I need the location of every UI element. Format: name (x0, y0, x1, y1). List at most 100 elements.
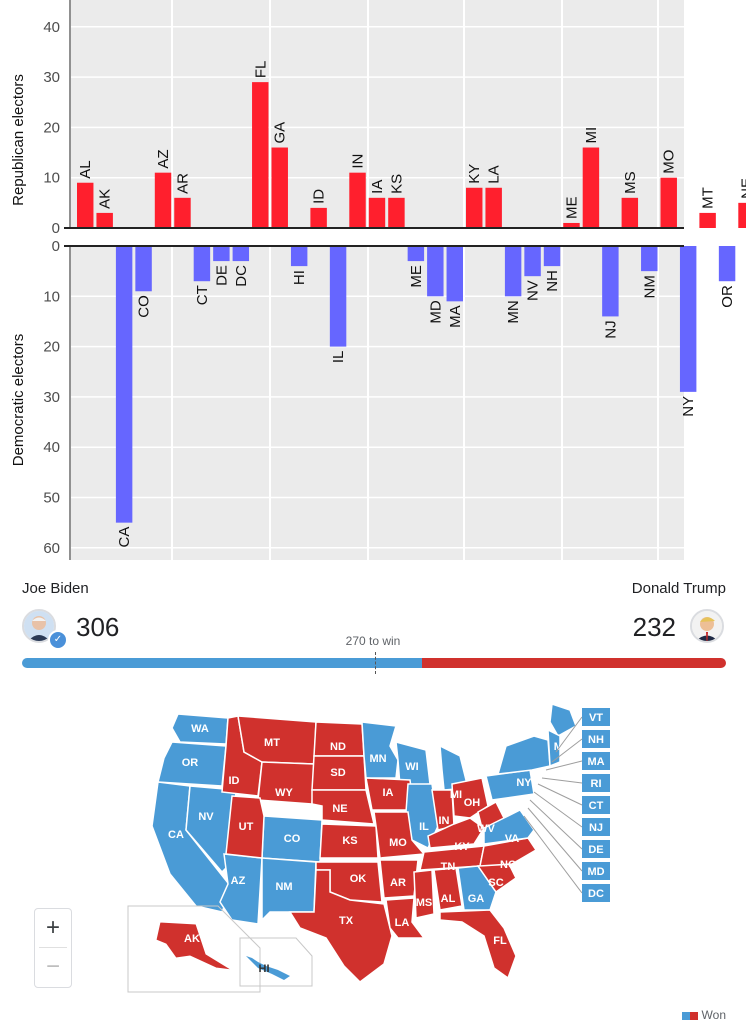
callout-line (533, 791, 583, 828)
dem-bar-label: DE (213, 265, 230, 286)
republican-bars: ALAKAZARFLGAIDINIAKSKYLAMEMIMSMOMTNENCND… (77, 61, 746, 228)
small-state-label: DC (588, 888, 604, 900)
dem-y-tick: 0 (52, 238, 60, 255)
dem-bar-ca (115, 246, 133, 523)
republican-panel: ALAKAZARFLGAIDINIAKSKYLAMEMIMSMOMTNENCND… (10, 0, 746, 237)
rep-bar-label: KS (388, 174, 405, 194)
dem-bar-il (329, 246, 347, 347)
winner-check-icon: ✓ (48, 630, 68, 650)
inset-frame-hi (239, 937, 313, 987)
dem-bar-label: HI (291, 270, 308, 285)
small-state-de[interactable] (582, 840, 610, 858)
dem-bar-mn (504, 246, 522, 297)
democratic-ylabel: Democratic electors (10, 334, 27, 467)
small-state-dc[interactable] (582, 884, 610, 902)
small-state-nj[interactable] (582, 818, 610, 836)
state-ga[interactable] (457, 865, 497, 911)
legend-red-swatch (689, 1011, 698, 1020)
state-label-ga: GA (468, 893, 485, 905)
rep-bar-label: NE (739, 178, 746, 199)
dem-bar-label: NH (544, 270, 561, 292)
dem-bar-label: CA (116, 527, 133, 548)
small-state-ct[interactable] (582, 796, 610, 814)
threshold-marker (375, 652, 377, 674)
rep-bar-ky (466, 187, 483, 228)
state-ut[interactable] (225, 795, 265, 859)
rep-bar-mi (582, 147, 600, 228)
state-label-mn: MN (369, 753, 386, 765)
state-label-az: AZ (231, 875, 246, 887)
dem-bar-label: IL (330, 351, 347, 364)
zoom-in-button[interactable]: + (45, 914, 60, 941)
small-state-vt[interactable] (582, 708, 610, 726)
state-label-ca: CA (168, 829, 184, 841)
small-state-md[interactable] (582, 862, 610, 880)
dem-bar-label: CO (136, 295, 153, 318)
republican-ylabel: Republican electors (10, 74, 27, 206)
democratic-y-ticks: 0 10 20 30 40 50 60 (43, 238, 60, 557)
zoom-out-button[interactable]: − (45, 953, 60, 980)
legend-label: Won (701, 1008, 726, 1022)
state-mn[interactable] (361, 721, 399, 779)
small-state-label: CT (589, 800, 604, 812)
state-ne[interactable] (311, 789, 375, 825)
state-label-ms: MS (416, 897, 433, 909)
map-legend: Won (681, 1008, 726, 1022)
state-label-wi: WI (405, 761, 418, 773)
dem-y-tick: 30 (43, 389, 60, 406)
us-electoral-map[interactable]: WA OR CA NV ID MT WY UT CO AZ NM ND SD NE KS OK TX MN IA MO… (0, 666, 746, 1032)
callout-line (541, 777, 583, 784)
republican-y-ticks: 0 10 20 30 40 (43, 19, 60, 237)
state-hi[interactable] (246, 956, 290, 980)
state-or[interactable] (157, 741, 227, 787)
small-state-ma[interactable] (582, 752, 610, 770)
rep-bar-label: ME (563, 196, 580, 219)
state-az[interactable] (219, 853, 263, 925)
rep-bar-label: IA (369, 180, 386, 194)
dem-bar-label: NJ (602, 320, 619, 338)
state-label-wv: WV (477, 823, 495, 835)
state-label-ak: AK (184, 933, 200, 945)
state-label-nv: NV (198, 811, 214, 823)
state-ne-small[interactable] (547, 728, 561, 768)
rep-bar-ga (271, 147, 288, 228)
rep-y-tick: 10 (43, 170, 60, 187)
state-label-hi: HI (259, 963, 270, 975)
rep-bar-fl (252, 82, 269, 228)
state-wa[interactable] (171, 713, 229, 745)
rep-bar-label: MI (583, 127, 600, 144)
callout-line (555, 716, 583, 753)
trump-avatar-icon (692, 611, 722, 641)
rep-bar-label: KY (466, 164, 483, 184)
small-state-nh[interactable] (582, 730, 610, 748)
state-la[interactable] (385, 897, 426, 939)
state-label-ut: UT (239, 821, 254, 833)
state-ar[interactable] (379, 859, 419, 899)
small-state-ri[interactable] (582, 774, 610, 792)
rep-bar-ar (174, 197, 191, 228)
state-label-pa: PA (501, 801, 516, 813)
callout-line (523, 815, 583, 894)
small-state-label: RI (591, 778, 602, 790)
state-ks[interactable] (319, 823, 379, 859)
state-label-ia: IA (383, 787, 394, 799)
rep-bar-me (563, 222, 580, 228)
dem-y-tick: 60 (43, 540, 60, 557)
state-fl[interactable] (439, 909, 517, 980)
dem-bar-ct (193, 246, 211, 282)
callout-line (551, 738, 583, 763)
state-tx[interactable] (288, 869, 393, 983)
state-ny[interactable] (496, 735, 551, 775)
callout-line (527, 807, 583, 872)
dem-bar-ny (679, 246, 697, 392)
state-label-ks: KS (342, 835, 357, 847)
state-ms[interactable] (413, 869, 435, 919)
rep-bar-label: IN (350, 154, 367, 169)
trump-avatar[interactable] (690, 609, 724, 643)
dem-bar-md (427, 246, 444, 297)
threshold-label: 270 to win (345, 634, 401, 648)
state-al[interactable] (433, 867, 463, 911)
dem-bar-nh (543, 246, 561, 267)
state-me[interactable] (549, 702, 577, 738)
state-ak[interactable] (155, 921, 233, 971)
